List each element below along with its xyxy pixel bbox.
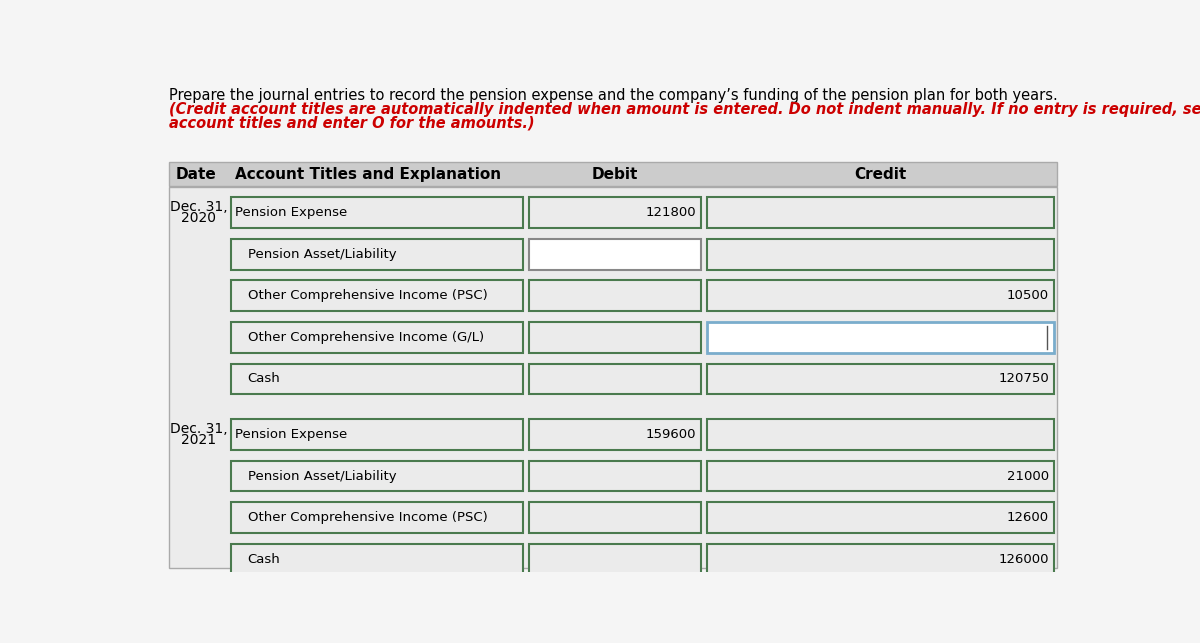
Text: 159600: 159600 — [646, 428, 696, 441]
Text: Dec. 31,: Dec. 31, — [169, 201, 227, 214]
Text: 21000: 21000 — [1007, 469, 1049, 482]
Bar — [230, 460, 523, 491]
Bar — [230, 502, 523, 533]
Bar — [529, 197, 701, 228]
Text: Prepare the journal entries to record the pension expense and the company’s fund: Prepare the journal entries to record th… — [169, 88, 1063, 103]
Text: Date: Date — [175, 167, 216, 182]
Text: 10500: 10500 — [1007, 289, 1049, 302]
Text: Other Comprehensive Income (PSC): Other Comprehensive Income (PSC) — [247, 289, 487, 302]
Text: account titles and enter O for the amounts.): account titles and enter O for the amoun… — [169, 116, 535, 131]
Text: Pension Asset/Liability: Pension Asset/Liability — [247, 248, 396, 261]
Bar — [707, 239, 1054, 269]
Bar — [707, 544, 1054, 575]
Text: 121800: 121800 — [646, 206, 696, 219]
Text: Pension Asset/Liability: Pension Asset/Liability — [247, 469, 396, 482]
Bar — [169, 162, 1057, 186]
Bar — [529, 280, 701, 311]
Bar — [529, 419, 701, 450]
Bar — [529, 502, 701, 533]
Bar — [707, 419, 1054, 450]
Bar — [707, 197, 1054, 228]
Bar — [529, 363, 701, 394]
Bar — [230, 280, 523, 311]
Text: Other Comprehensive Income (PSC): Other Comprehensive Income (PSC) — [247, 511, 487, 524]
Text: 2020: 2020 — [181, 211, 216, 225]
Text: (Credit account titles are automatically indented when amount is entered. Do not: (Credit account titles are automatically… — [169, 102, 1200, 117]
Text: Debit: Debit — [592, 167, 638, 182]
Bar — [707, 502, 1054, 533]
Bar — [529, 460, 701, 491]
Bar — [230, 363, 523, 394]
Bar — [529, 544, 701, 575]
Text: Pension Expense: Pension Expense — [235, 206, 348, 219]
Text: Credit: Credit — [854, 167, 906, 182]
Bar — [230, 197, 523, 228]
Bar — [707, 322, 1054, 353]
Bar — [707, 363, 1054, 394]
Bar — [230, 419, 523, 450]
Bar — [529, 322, 701, 353]
Text: Dec. 31,: Dec. 31, — [169, 422, 227, 436]
Text: Cash: Cash — [247, 372, 281, 386]
Text: Account Titles and Explanation: Account Titles and Explanation — [235, 167, 502, 182]
Bar — [169, 186, 1057, 568]
Text: Other Comprehensive Income (G/L): Other Comprehensive Income (G/L) — [247, 331, 484, 344]
Bar — [230, 544, 523, 575]
Text: 2021: 2021 — [181, 433, 216, 447]
Bar — [707, 460, 1054, 491]
Text: 120750: 120750 — [998, 372, 1049, 386]
Text: Pension Expense: Pension Expense — [235, 428, 348, 441]
Bar — [230, 239, 523, 269]
Text: 126000: 126000 — [998, 553, 1049, 566]
Bar — [529, 239, 701, 269]
Text: 12600: 12600 — [1007, 511, 1049, 524]
Bar — [230, 322, 523, 353]
Text: Cash: Cash — [247, 553, 281, 566]
Bar — [707, 280, 1054, 311]
